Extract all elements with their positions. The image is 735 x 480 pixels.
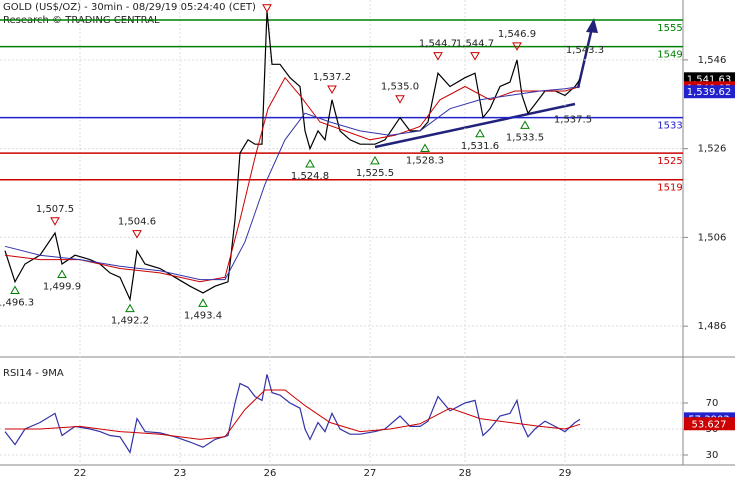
low-marker	[370, 155, 380, 165]
level-label: 1519	[657, 183, 682, 194]
price-tag	[684, 85, 735, 99]
series-line	[4, 11, 581, 302]
x-tick-label: 23	[174, 468, 187, 479]
annotation-label: 1,533.5	[506, 132, 544, 143]
arrow-head	[586, 18, 598, 33]
high-marker	[395, 95, 405, 104]
y-tick-label: 1,486	[698, 321, 727, 332]
trend-line	[374, 102, 576, 149]
price-tag-label: 1,539.62	[687, 87, 732, 98]
high-marker	[470, 52, 480, 61]
price-tag-label: 1,541.63	[687, 74, 732, 85]
series-line	[4, 374, 581, 454]
x-tick-label: 29	[559, 468, 572, 479]
indicator-title: RSI14 - 9MA	[3, 368, 64, 379]
annotation-label: 1,499.9	[43, 281, 81, 292]
annotation-label: 1,492.2	[111, 316, 149, 327]
low-marker	[475, 128, 485, 138]
series-line	[5, 389, 581, 440]
x-tick-label: 26	[264, 468, 277, 479]
annotation-label: 1,535.0	[381, 82, 419, 93]
y-tick-label: 70	[706, 398, 719, 409]
annotation-label: 1,504.6	[118, 217, 156, 228]
level-label: 1555	[657, 23, 682, 34]
high-marker	[262, 4, 272, 13]
annotation-label: 1,544.7	[456, 39, 494, 50]
x-tick-label: 28	[459, 468, 472, 479]
high-marker	[132, 230, 142, 239]
annotation-label: 1,537.5	[554, 115, 592, 126]
high-marker	[50, 217, 60, 226]
chart-title: GOLD (US$/OZ) - 30min - 08/29/19 05:24:4…	[3, 2, 256, 13]
y-tick-label: 1,506	[698, 232, 727, 243]
level-label: 1525	[657, 156, 682, 167]
level-label: 1533	[657, 121, 682, 132]
low-marker	[10, 285, 20, 294]
annotation-label: 1,546.9	[498, 29, 536, 40]
y-tick-label: 1,546	[698, 55, 727, 66]
annotation-label: 1,543.3	[566, 45, 604, 56]
y-tick-label: 1,526	[698, 144, 727, 155]
annotation-label: 1,525.5	[356, 168, 394, 179]
annotation-label: 1,544.7	[419, 39, 457, 50]
low-marker	[57, 269, 67, 278]
x-tick-label: 27	[364, 468, 377, 479]
price-tag	[684, 417, 735, 431]
low-marker	[520, 120, 530, 129]
annotation-label: 1,493.4	[184, 310, 222, 321]
series-line	[4, 76, 581, 283]
annotation-label: 1,555.5	[248, 0, 286, 2]
annotation-label: 1,507.5	[36, 204, 74, 215]
y-tick-label: 30	[706, 450, 719, 461]
low-marker	[305, 158, 315, 168]
series-line	[4, 86, 581, 281]
high-marker	[433, 52, 443, 61]
low-marker	[125, 303, 135, 313]
annotation-label: 1,537.2	[313, 72, 351, 83]
annotation-label: 1,496.3	[0, 297, 34, 308]
projection-arrow	[576, 27, 594, 89]
annotation-label: 1,528.3	[406, 155, 444, 166]
price-tag-label: 53.627	[692, 419, 727, 430]
annotation-label: 1,524.8	[291, 171, 329, 182]
x-tick-label: 22	[74, 468, 87, 479]
high-marker	[327, 85, 337, 94]
annotation-label: 1,531.6	[461, 141, 499, 152]
low-marker	[420, 143, 430, 152]
level-label: 1549	[657, 50, 682, 61]
low-marker	[198, 298, 208, 307]
high-marker	[512, 42, 522, 51]
